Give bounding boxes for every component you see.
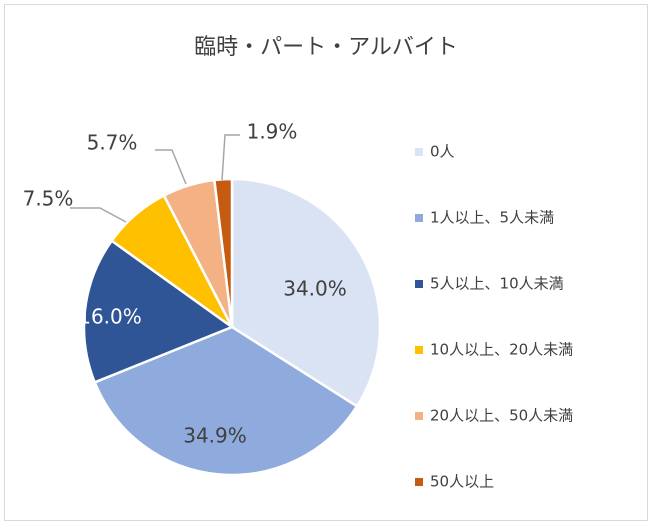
data-label: 1.9% (247, 120, 298, 144)
data-label: 7.5% (23, 187, 74, 211)
pie-slice (93, 325, 359, 477)
data-label: 34.9% (183, 424, 247, 448)
legend-label: 0人 (430, 143, 455, 161)
pie-slice (212, 177, 234, 328)
chart-title: 臨時・パート・アルバイト (194, 35, 458, 60)
legend-swatch (415, 346, 423, 354)
legend-swatch (415, 412, 423, 420)
legend-label: 50人以上 (430, 473, 494, 491)
legend-swatch (415, 148, 423, 156)
legend-label: 5人以上、10人未満 (430, 275, 564, 293)
legend-swatch (415, 214, 423, 222)
pie-slice (82, 239, 235, 384)
leader-line (221, 134, 240, 181)
legend-label: 10人以上、20人未満 (430, 341, 573, 359)
legend-swatch (415, 280, 423, 288)
data-label: 5.7% (87, 131, 138, 155)
legend-swatch (415, 478, 423, 486)
data-label: 16.0% (78, 305, 142, 329)
legend-label: 20人以上、50人未満 (430, 407, 573, 425)
leader-line (155, 149, 187, 185)
legend-label: 1人以上、5人未満 (430, 209, 554, 227)
leader-line (70, 207, 127, 223)
data-label: 34.0% (283, 277, 347, 301)
